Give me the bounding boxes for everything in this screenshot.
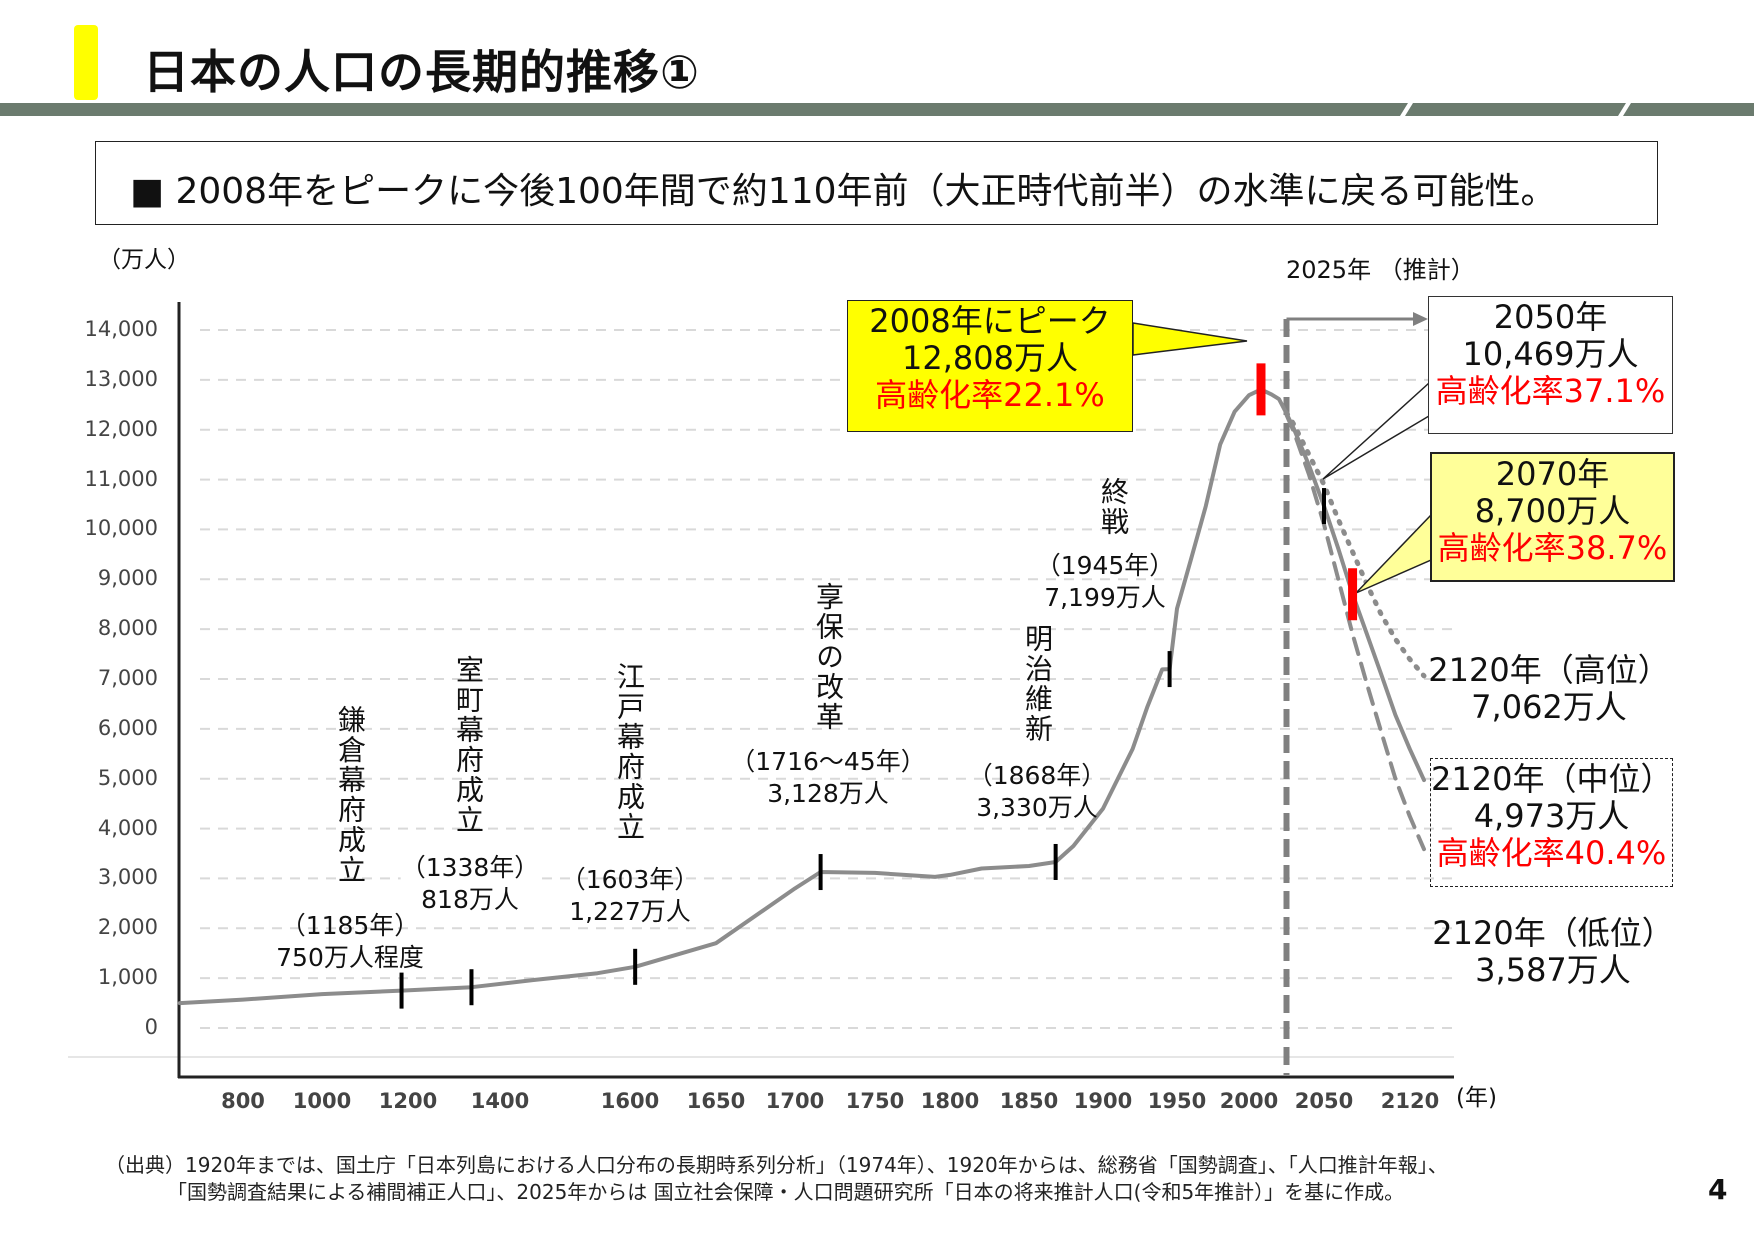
x-tick-label: 1700 <box>765 1089 825 1113</box>
peak-aging-rate: 高齢化率22.1% <box>875 376 1105 414</box>
value: 818万人 <box>421 885 519 914</box>
year: （1716～45年） <box>730 747 926 776</box>
event-meiji: 明治維新 <box>1021 624 1054 744</box>
callout-peak: 2008年にピーク 12,808万人 高齢化率22.1% <box>847 300 1133 432</box>
y-tick-label: 10,000 <box>84 516 158 541</box>
y-tick-label: 8,000 <box>97 616 158 641</box>
y2070-aging-rate: 高齢化率38.7% <box>1437 529 1668 567</box>
source-line-2: 「国勢調査結果による補間補正人口」、2025年からは 国立社会保障・人口問題研究… <box>167 1180 1405 1204</box>
y2070-value: 8,700万人 <box>1474 492 1631 530</box>
x-tick-label: 1950 <box>1147 1089 1207 1113</box>
peak-value: 12,808万人 <box>902 339 1078 377</box>
callout-2120-mid: 2120年（中位） 4,973万人 高齢化率40.4% <box>1430 758 1673 887</box>
event-shusen: 終戦 <box>1097 477 1130 537</box>
y-tick-label: 3,000 <box>97 865 158 890</box>
y-tick-label: 0 <box>144 1015 158 1039</box>
annotation-kamakura: （1185年） 750万人程度 <box>276 910 424 974</box>
header-band <box>0 103 1754 116</box>
y-tick-label: 12,000 <box>84 416 158 441</box>
event-kyoho: 享保の改革 <box>812 582 845 732</box>
annotation-kyoho: （1716～45年） 3,128万人 <box>730 746 925 810</box>
value: 3,128万人 <box>767 779 889 808</box>
page-number: 4 <box>1708 1173 1728 1206</box>
year: （1338年） <box>400 853 540 882</box>
x-tick-label: 1600 <box>600 1089 660 1113</box>
callout-2070: 2070年 8,700万人 高齢化率38.7% <box>1430 452 1675 582</box>
x-tick-label: 1800 <box>920 1089 980 1113</box>
y-tick-label: 4,000 <box>97 815 158 840</box>
y-tick-label: 2,000 <box>97 915 158 940</box>
y-tick-label: 5,000 <box>97 765 158 790</box>
y-tick-label: 1,000 <box>97 965 158 990</box>
year: （1185年） <box>280 911 420 940</box>
page-title: 日本の人口の長期的推移① <box>143 45 700 99</box>
high-year: 2120年（高位） <box>1428 651 1670 689</box>
annotation-edo: （1603年） 1,227万人 <box>561 864 700 928</box>
label-2120-high: 2120年（高位） 7,062万人 <box>1428 652 1669 726</box>
x-tick-label: 2050 <box>1294 1089 1354 1113</box>
annotation-muromachi: （1338年） 818万人 <box>400 852 540 916</box>
label-2120-low: 2120年（低位） 3,587万人 <box>1432 915 1673 989</box>
annotation-shusen: （1945年） 7,199万人 <box>1036 550 1175 614</box>
x-tick-label: 2000 <box>1219 1089 1279 1113</box>
callout-pointer-2050 <box>1322 381 1430 480</box>
x-tick-label: 800 <box>221 1089 265 1113</box>
source-line-1: （出典）1920年までは、国土庁「日本列島における人口分布の長期時系列分析」（1… <box>105 1153 1448 1177</box>
value: 7,199万人 <box>1044 583 1166 612</box>
y2070-year: 2070年 <box>1495 455 1610 493</box>
arrow-head-icon <box>1413 312 1428 326</box>
x-tick-label: 1900 <box>1073 1089 1133 1113</box>
y-tick-label: 9,000 <box>97 566 158 591</box>
mid-year: 2120年（中位） <box>1431 760 1673 798</box>
year: （1868年） <box>967 761 1107 790</box>
y2050-year: 2050年 <box>1493 298 1608 336</box>
subtitle-box <box>95 141 1658 225</box>
high-value: 7,062万人 <box>1471 688 1627 726</box>
mid-value: 4,973万人 <box>1473 797 1630 835</box>
population-line-dotted <box>1284 410 1427 679</box>
y2050-value: 10,469万人 <box>1462 335 1639 373</box>
callout-2050: 2050年 10,469万人 高齢化率37.1% <box>1428 296 1673 434</box>
event-edo: 江戸幕府成立 <box>613 662 646 842</box>
value: 3,330万人 <box>976 793 1098 822</box>
x-tick-label: 1750 <box>845 1089 905 1113</box>
value: 1,227万人 <box>569 897 691 926</box>
title-accent-bar <box>74 25 98 100</box>
y-tick-label: 11,000 <box>84 466 158 491</box>
low-year: 2120年（低位） <box>1432 914 1674 952</box>
mid-aging-rate: 高齢化率40.4% <box>1436 834 1667 872</box>
year: （1945年） <box>1035 551 1175 580</box>
y-axis-unit: （万人） <box>98 247 190 273</box>
event-kamakura: 鎌倉幕府成立 <box>334 705 367 885</box>
projection-start-label: 2025年 （推計） <box>1286 256 1475 284</box>
y-tick-label: 14,000 <box>84 317 158 341</box>
y-tick-label: 13,000 <box>84 366 158 391</box>
callout-pointer-2070 <box>1355 513 1432 594</box>
y-tick-label: 7,000 <box>97 666 158 690</box>
x-tick-label: 1400 <box>470 1089 530 1113</box>
x-tick-label: 1650 <box>686 1089 746 1113</box>
x-tick-label: 2120 <box>1380 1089 1440 1113</box>
population-line-dashed <box>1284 412 1426 852</box>
callout-pointer-peak <box>1132 322 1248 356</box>
y2050-aging-rate: 高齢化率37.1% <box>1435 372 1666 410</box>
x-tick-label: 1850 <box>999 1089 1059 1113</box>
peak-year: 2008年にピーク <box>869 302 1111 340</box>
low-value: 3,587万人 <box>1475 951 1631 989</box>
event-muromachi: 室町幕府成立 <box>452 655 485 835</box>
x-tick-label: 1000 <box>292 1089 352 1113</box>
year: （1603年） <box>560 865 700 894</box>
subtitle: ■ 2008年をピークに今後100年間で約110年前（大正時代前半）の水準に戻る… <box>130 171 1557 212</box>
y-tick-label: 6,000 <box>97 715 158 740</box>
annotation-meiji: （1868年） 3,330万人 <box>968 760 1107 824</box>
source-footnote: （出典）1920年までは、国土庁「日本列島における人口分布の長期時系列分析」（1… <box>105 1152 1448 1206</box>
value: 750万人程度 <box>276 943 424 972</box>
x-axis-unit: (年) <box>1456 1085 1497 1111</box>
x-tick-label: 1200 <box>378 1089 438 1113</box>
